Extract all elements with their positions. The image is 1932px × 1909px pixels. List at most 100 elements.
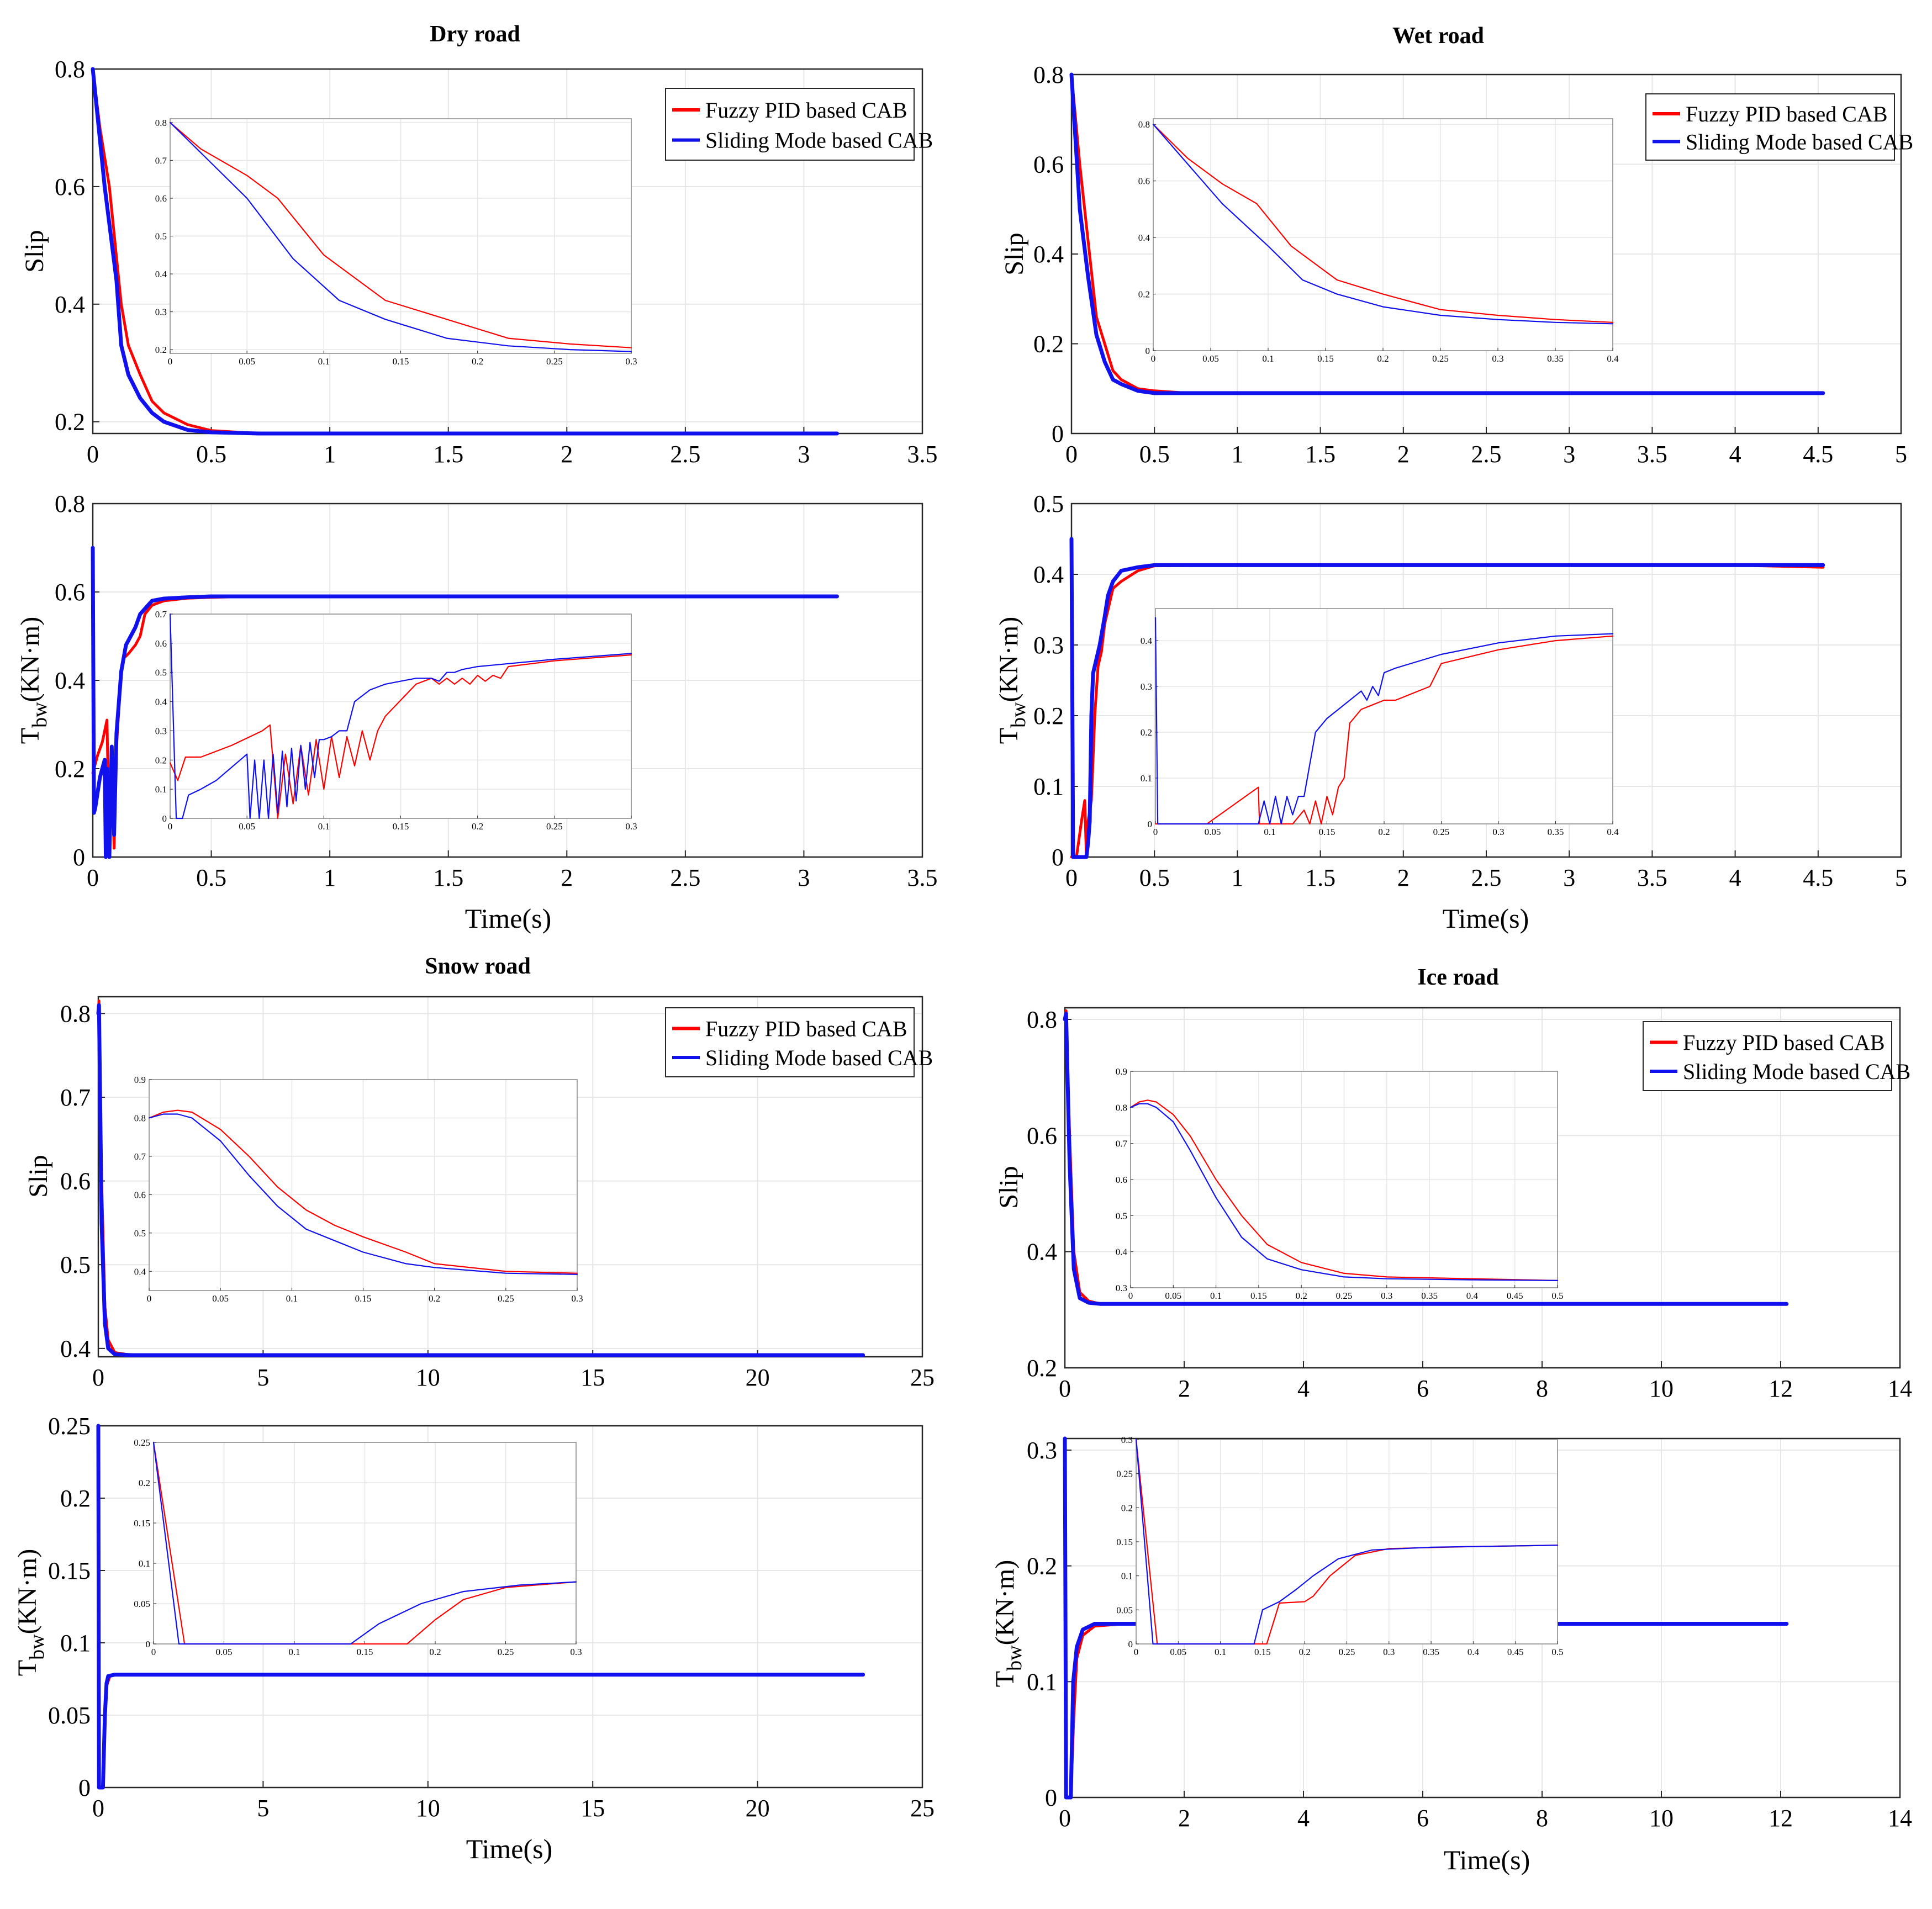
ice-slip-inset-tick-label-y: 0.4	[1116, 1247, 1128, 1257]
ice-torque-inset-tick-label-x: 0.05	[1170, 1647, 1186, 1657]
ice-slip-inset-tick-label-x: 0.35	[1421, 1291, 1438, 1301]
ice-torque-y-axis-label: Tbw(KN·m)	[990, 1560, 1026, 1687]
ice-slip-tick-label-x: 8	[1536, 1375, 1548, 1402]
wet-torque-inset-tick-label-y: 0.1	[1141, 773, 1152, 784]
ice-torque-inset-tick-label-y: 0.05	[1116, 1605, 1133, 1615]
snow-torque-tick-label-x: 5	[257, 1795, 269, 1822]
snow-torque-inset-tick-label-y: 0	[146, 1639, 151, 1649]
snow-torque-x-axis-label: Time(s)	[466, 1833, 553, 1864]
ice-torque-inset-tick-label-y: 0.3	[1121, 1435, 1133, 1445]
wet-torque-tick-label-x: 3	[1563, 864, 1575, 891]
ice-torque-inset-tick-label-x: 0.5	[1551, 1647, 1563, 1657]
wet-slip-legend-box	[1645, 93, 1895, 161]
y-axis-label-part: (KN·m)	[13, 1549, 42, 1635]
ice-torque-tick-label-x: 0	[1059, 1805, 1071, 1832]
wet-torque-tick-label-x: 2.5	[1471, 864, 1502, 891]
dry-torque-inset-tick-label-x: 0.15	[393, 821, 409, 832]
y-axis-label-part: bw	[28, 702, 51, 728]
y-axis-label-part: (KN·m)	[990, 1560, 1020, 1646]
ice-slip-inset-tick-label-x: 0	[1128, 1291, 1133, 1301]
ice-torque-inset-tick-label-x: 0.3	[1383, 1647, 1395, 1657]
wet-slip-series-sliding-mode	[1069, 72, 1825, 395]
snow-torque-tick-label-y: 0.25	[48, 1413, 91, 1440]
dry-slip-legend-box	[665, 88, 915, 161]
snow-torque-tick-label-x: 20	[746, 1795, 770, 1822]
wet-slip-tick-label-x: 2.5	[1471, 441, 1502, 468]
snow-torque-y-axis-label: Tbw(KN·m)	[13, 1549, 49, 1676]
ice-torque-tick-label-y: 0.1	[1027, 1668, 1057, 1695]
dry-slip-legend-label-sliding-mode: Sliding Mode based CAB	[705, 128, 933, 153]
wet-torque-inset-tick-label-x: 0.05	[1205, 827, 1221, 837]
dry-slip-tick-label-x: 3.5	[907, 441, 938, 468]
snow-slip-inset: 0 0.05 0.1 0.15 0.2 0.25 0.3 0.4 0.5 0.6 0.7 0.8 0.9	[134, 1075, 583, 1304]
wet-slip-tick-label-x: 5	[1895, 441, 1907, 468]
ice-slip-inset-tick-label-y: 0.6	[1116, 1175, 1127, 1185]
dry-slip-inset-tick-label-x: 0.1	[318, 356, 330, 367]
ice-torque-inset-tick-label-x: 0.15	[1254, 1647, 1271, 1657]
ice-slip-y-axis-label: Slip	[994, 1166, 1023, 1208]
dry-torque-inset-tick-label-y: 0.5	[155, 668, 167, 678]
dry-torque-inset-tick-label-x: 0.3	[625, 821, 637, 832]
dry-torque-tick-label-y: 0.2	[55, 755, 85, 782]
wet-torque-inset-tick-label-x: 0.25	[1433, 827, 1450, 837]
wet-torque-tick-label-x: 0	[1065, 864, 1078, 891]
dry-slip-inset-tick-label-y: 0.6	[155, 193, 167, 204]
dry-slip-tick-label-y: 0.4	[55, 291, 85, 318]
ice-torque-inset-series-sliding-mode	[1135, 1439, 1559, 1645]
wet-slip-inset-series-fuzzy-pid	[1152, 124, 1614, 323]
wet-torque-inset-tick-label-y: 0	[1148, 819, 1153, 829]
dry-torque-x-axis-label: Time(s)	[465, 903, 552, 934]
snow-slip-inset-tick-label-x: 0.1	[286, 1293, 298, 1304]
y-axis-label-part: T	[994, 728, 1023, 744]
dry-torque-inset-tick-label-y: 0.2	[155, 755, 167, 765]
wet-slip-tick-label-x: 3	[1563, 441, 1575, 468]
wet-slip-tick-label-x: 1.5	[1305, 441, 1335, 468]
snow-slip-series-sliding-mode	[96, 1003, 865, 1357]
dry-torque-tick-label-y: 0.8	[55, 490, 85, 517]
snow-torque-inset-tick-label-x: 0.05	[216, 1647, 233, 1657]
y-axis-label-part: T	[13, 1660, 42, 1676]
ice-torque-tick-label-x: 10	[1649, 1805, 1674, 1832]
wet-torque-inset-tick-label-y: 0.3	[1141, 681, 1152, 692]
wet-torque-inset-tick-label-x: 0.4	[1607, 827, 1619, 837]
wet-torque-tick-label-x: 3.5	[1637, 864, 1667, 891]
snow-slip-tick-label-y: 0.5	[60, 1251, 91, 1278]
ice-torque-inset-tick-label-y: 0	[1128, 1639, 1133, 1649]
snow-torque-inset-tick-label-x: 0.25	[498, 1647, 514, 1657]
wet-torque-inset-tick-label-y: 0.4	[1141, 636, 1153, 646]
ice-slip-tick-label-x: 12	[1769, 1375, 1793, 1402]
dry-slip-tick-label-y: 0.6	[55, 173, 85, 200]
ice-slip-legend-box	[1643, 1021, 1892, 1091]
wet-torque-tick-label-x: 0.5	[1139, 864, 1170, 891]
dry-torque-inset-tick-label-x: 0.2	[472, 821, 483, 832]
y-axis-label-part: T	[15, 728, 45, 744]
wet-torque-tick-label-y: 0.1	[1033, 773, 1064, 800]
dry-torque-tick-label-y: 0.4	[55, 667, 85, 694]
dry-slip-inset-tick-label-y: 0.3	[155, 307, 167, 318]
ice-slip-inset-tick-label-x: 0.05	[1165, 1291, 1181, 1301]
wet-torque-inset-tick-label-x: 0.15	[1319, 827, 1335, 837]
wet-torque-tick-label-y: 0.4	[1033, 561, 1064, 588]
dry-torque-tick-label-x: 3	[798, 864, 810, 891]
dry-torque-series-sliding-mode	[91, 546, 839, 859]
dry-slip-tick-label-x: 0.5	[196, 441, 226, 468]
dry-torque-tick-label-x: 0.5	[196, 864, 226, 891]
ice-torque-inset-tick-label-x: 0	[1134, 1647, 1139, 1657]
dry-slip-inset-tick-label-y: 0.8	[155, 118, 167, 128]
ice-slip-frame	[1064, 1007, 1901, 1369]
snow-slip-inset-series-fuzzy-pid	[148, 1109, 578, 1274]
snow-slip-tick-label-x: 20	[746, 1364, 770, 1391]
dry-torque-tick-label-x: 3.5	[907, 864, 938, 891]
snow-slip-tick-label-x: 10	[416, 1364, 440, 1391]
wet-torque-tick-label-y: 0.5	[1033, 490, 1064, 517]
wet-torque-inset-tick-label-x: 0.2	[1378, 827, 1390, 837]
ice-slip-inset-series-fuzzy-pid	[1129, 1099, 1559, 1281]
dry-torque-inset-tick-label-y: 0.3	[155, 726, 167, 736]
dry-torque-tick-label-x: 2	[561, 864, 573, 891]
ice-slip-series-sliding-mode	[1063, 1012, 1789, 1306]
dry-torque-tick-label-x: 1	[324, 864, 336, 891]
ice-slip-tick-label-y: 0.2	[1027, 1355, 1057, 1382]
snow-slip-legend-label-sliding-mode: Sliding Mode based CAB	[705, 1045, 933, 1070]
snow-slip-inset-tick-label-y: 0.7	[134, 1151, 146, 1162]
